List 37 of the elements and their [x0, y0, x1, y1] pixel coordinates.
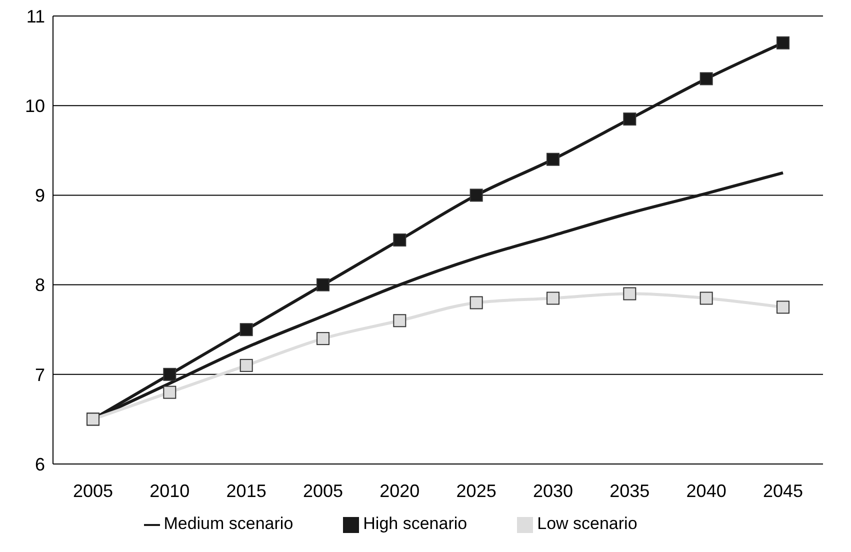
x-tick-label: 2020: [380, 480, 420, 501]
x-tick-label: 2005: [72, 480, 114, 501]
point: [700, 292, 713, 305]
point: [700, 72, 713, 86]
legend-label: Medium scenario: [164, 514, 294, 533]
y-tick-label: 7: [34, 364, 45, 385]
x-tick-label: 2040: [686, 480, 726, 501]
legend-label: Low scenario: [537, 514, 638, 533]
point: [316, 278, 330, 292]
point: [163, 368, 176, 381]
x-tick-label: 2035: [610, 480, 650, 501]
point: [546, 152, 560, 166]
point: [163, 386, 176, 399]
x-tick-label: 2030: [532, 480, 574, 501]
y-tick-label: 8: [34, 275, 45, 296]
y-tick-label: 6: [34, 454, 45, 474]
point: [623, 287, 636, 300]
point: [470, 188, 483, 202]
point: [316, 332, 330, 346]
y-tick-label: 9: [34, 186, 45, 206]
x-tick-label: 2005: [302, 480, 344, 501]
x-tick-label: 2045: [762, 480, 804, 501]
x-tick-label: 2015: [226, 480, 266, 501]
x-tick-label: 2010: [150, 480, 190, 501]
y-tick-label: 10: [24, 96, 45, 116]
point: [776, 300, 790, 314]
point: [623, 112, 636, 126]
point: [470, 296, 483, 310]
point: [240, 323, 253, 336]
point: [393, 234, 406, 246]
point: [393, 314, 406, 328]
point: [546, 292, 560, 305]
point: [240, 358, 253, 372]
point: [776, 36, 790, 50]
y-tick-label: 11: [26, 6, 45, 26]
x-tick-label: 2025: [456, 480, 496, 501]
legend-label: High scenario: [363, 514, 468, 533]
